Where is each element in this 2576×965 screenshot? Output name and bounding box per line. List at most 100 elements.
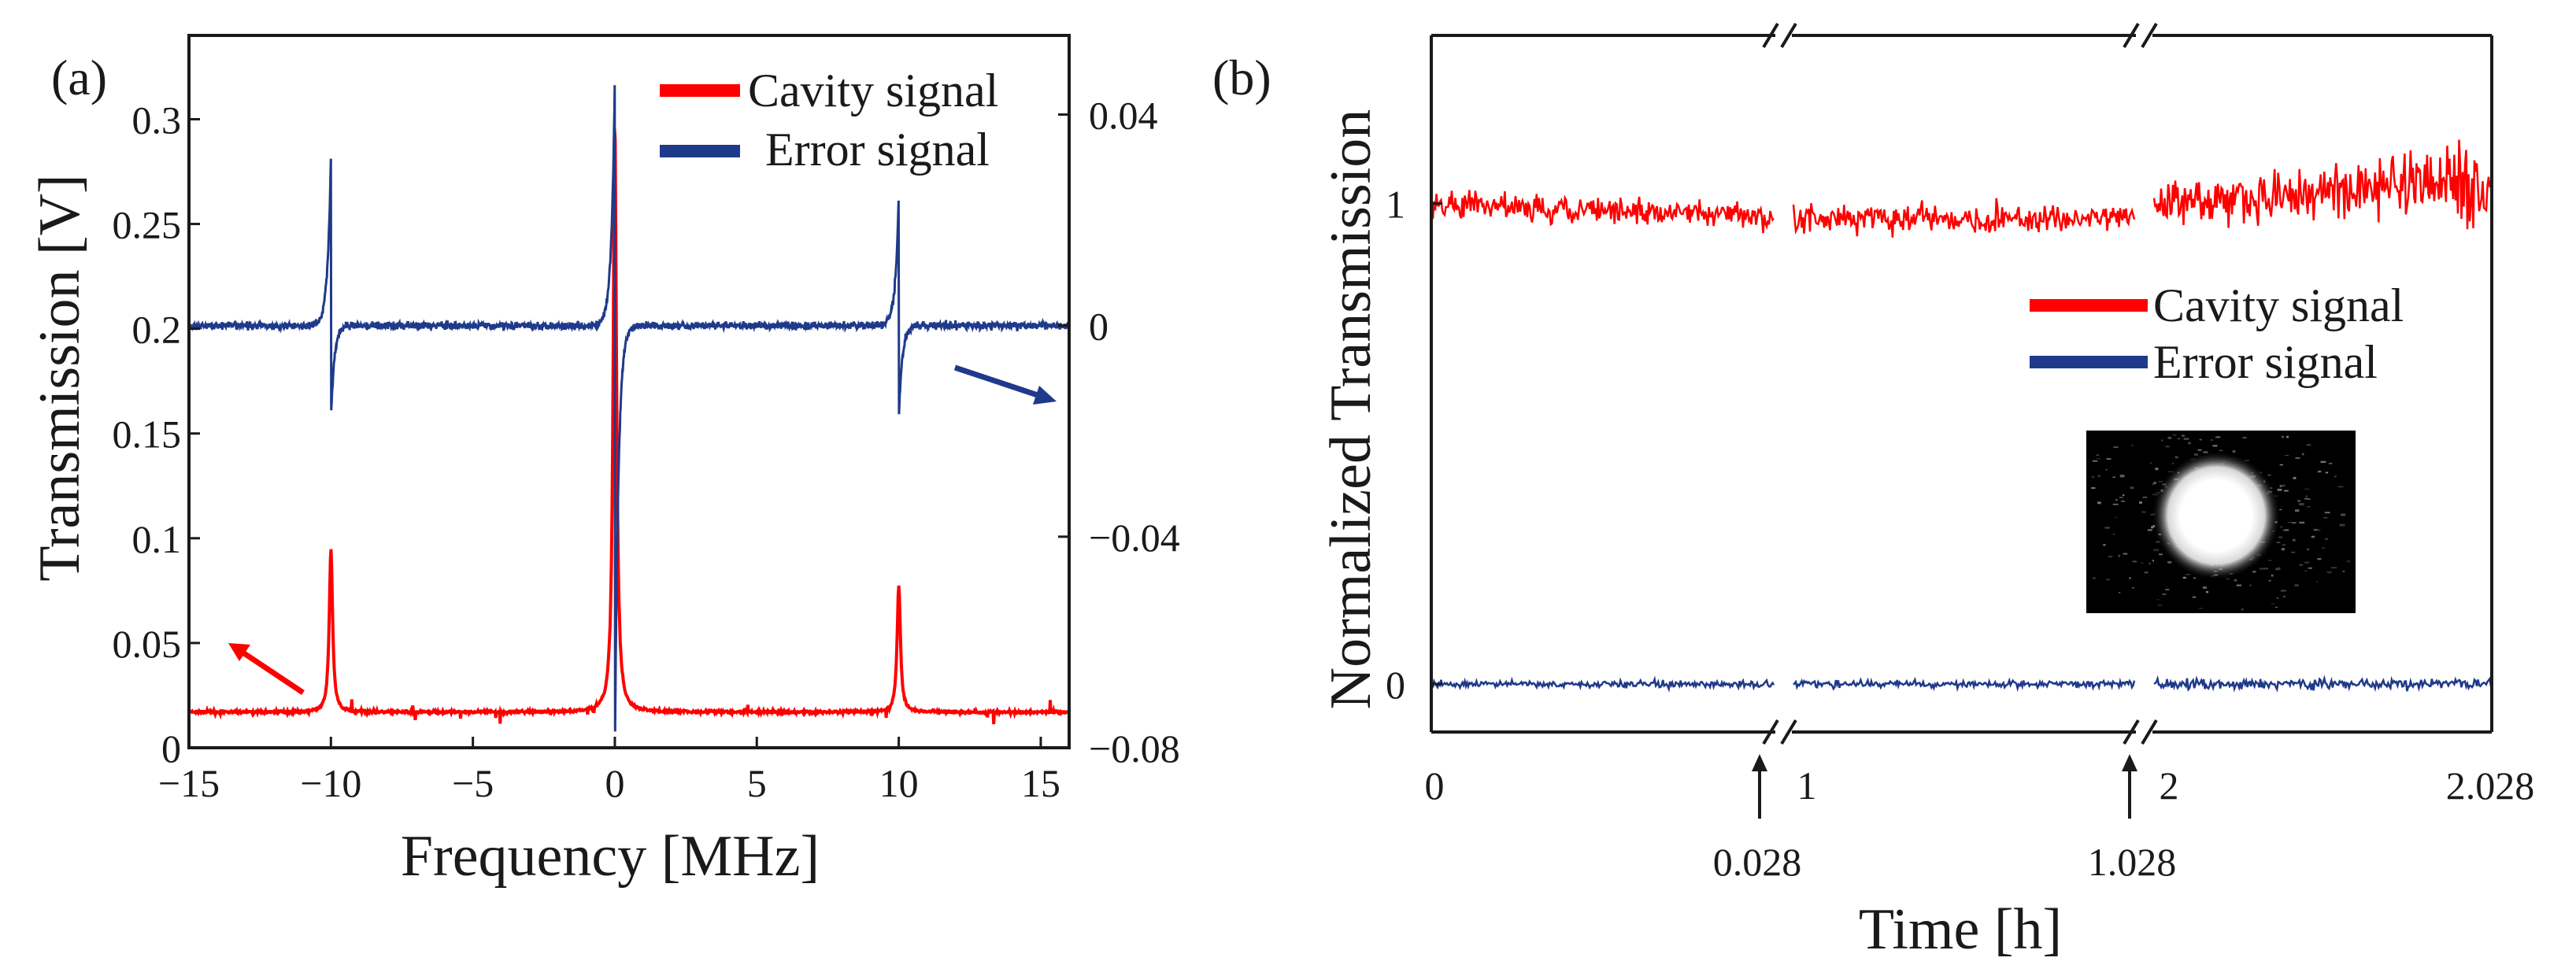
x-tick-b-1: 1 (1797, 763, 1817, 808)
panel-b: (b) 0 1 0 1 2 2.028 (1212, 22, 2535, 962)
speckle-dot (2162, 593, 2167, 595)
speckle-dot (2106, 458, 2112, 460)
speckle-dot (2112, 503, 2119, 505)
y-axis-left-ticks-a: 0 0.05 0.1 0.15 0.2 0.25 0.3 (113, 98, 200, 771)
speckle-dot (2276, 597, 2279, 599)
speckle-dot (2263, 568, 2268, 570)
speckle-dot (2311, 535, 2315, 538)
speckle-dot (2115, 499, 2118, 501)
speckle-dot (2328, 463, 2333, 464)
speckle-dot (2317, 470, 2322, 473)
y-tick-label-b: 0 (1386, 663, 1405, 707)
speckle-dot (2276, 542, 2281, 544)
speckle-dot (2171, 462, 2174, 464)
speckle-dot (2145, 571, 2149, 574)
x-tick-label-a: 0 (605, 761, 624, 805)
x-axis-label-a: Frequency [MHz] (401, 824, 820, 889)
y-right-tick-label-a: −0.08 (1089, 727, 1180, 771)
speckle-dot (2279, 464, 2283, 466)
legend-a: Cavity signal Error signal (660, 65, 998, 176)
speckle-dot (2091, 487, 2096, 489)
speckle-dot (2287, 521, 2293, 523)
speckle-dot (2294, 584, 2299, 586)
speckle-dot (2219, 449, 2223, 452)
speckle-dot (2267, 474, 2271, 476)
speckle-dot (2308, 498, 2311, 500)
speckle-dot (2203, 586, 2207, 589)
speckle-dot (2281, 548, 2285, 551)
speckle-dot (2308, 443, 2311, 446)
legend-label-error-b: Error signal (2153, 336, 2378, 388)
speckle-dot (2192, 596, 2197, 598)
speckle-dot (2122, 494, 2125, 497)
speckle-dot (2342, 571, 2345, 572)
y-tick-label-a: 0.2 (132, 308, 182, 352)
speckle-dot (2182, 576, 2186, 579)
speckle-dot (2299, 521, 2305, 524)
speckle-dot (2291, 552, 2296, 553)
arrow-to-left-axis (228, 643, 305, 695)
speckle-dot (2161, 439, 2163, 442)
speckle-dot (2271, 603, 2275, 605)
speckle-dot (2277, 567, 2281, 570)
speckle-dot (2159, 553, 2163, 556)
x-tick-label-a: 10 (879, 761, 919, 805)
panel-b-label: (b) (1212, 50, 1271, 105)
speckle-dot (2114, 516, 2117, 518)
speckle-dot (2119, 497, 2124, 498)
speckle-dot (2193, 577, 2197, 579)
speckle-dot (2284, 490, 2289, 492)
speckle-dot (2299, 503, 2304, 506)
speckle-dot (2304, 497, 2310, 500)
legend-label-cavity: Cavity signal (748, 65, 998, 116)
speckle-dot (2132, 587, 2134, 589)
error-signal-line (187, 85, 1070, 732)
speckle-dot (2281, 590, 2286, 592)
speckle-dot (2285, 435, 2289, 438)
speckle-dot (2199, 438, 2202, 441)
x-tick-b-2: 2 (2160, 763, 2179, 808)
speckle-dot (2299, 564, 2304, 566)
speckle-dot (2293, 477, 2297, 479)
speckle-dot (2341, 513, 2346, 516)
speckle-dot (2307, 548, 2310, 551)
cavity-signal-segment (2152, 139, 2493, 230)
speckle-dot (2093, 577, 2096, 579)
speckle-dot (2153, 482, 2156, 484)
speckle-dot (2123, 553, 2128, 555)
x-tick-label-a: 15 (1021, 761, 1060, 805)
speckle-dot (2158, 481, 2163, 482)
x-axis-ticks-b: 0 1 2 2.028 (1425, 763, 2535, 808)
panel-a: (a) −15 −10 −5 0 5 10 15 0 0.05 0.1 0.15 0.2 0.25 0.… (28, 34, 1180, 889)
speckle-dot (2292, 538, 2296, 542)
speckle-dot (2167, 561, 2172, 564)
speckle-dot (2249, 585, 2252, 586)
speckle-dot (2183, 438, 2189, 440)
speckle-dot (2242, 437, 2247, 438)
speckle-dot (2165, 446, 2170, 448)
speckle-dot (2268, 579, 2271, 582)
speckle-dot (2113, 446, 2119, 449)
speckle-dot (2141, 562, 2144, 564)
speckle-dot (2252, 571, 2256, 573)
speckle-dot (2322, 547, 2326, 549)
speckle-dot (2121, 501, 2125, 502)
y-axis-label-a: Transmission [V] (28, 174, 92, 581)
x-axis-label-b: Time [h] (1859, 897, 2062, 962)
x-tick-label-a: −10 (300, 761, 361, 805)
error-signal-line-b (1431, 675, 2493, 693)
speckle-dot (2142, 497, 2148, 498)
x-tick-label-a: −15 (158, 761, 220, 805)
speckle-dot (2105, 469, 2108, 471)
speckle-dot (2279, 509, 2282, 511)
speckle-dot (2152, 494, 2158, 496)
cavity-signal-segment (1792, 198, 2136, 238)
speckle-dot (2212, 445, 2218, 447)
axis-break-marks (1762, 22, 2158, 745)
speckle-dot (2141, 511, 2146, 513)
y-right-tick-label-a: 0.04 (1089, 94, 1158, 138)
y-axis-right-ticks-a: −0.08 −0.04 0 0.04 (1058, 94, 1180, 771)
y-tick-label-b: 1 (1386, 183, 1405, 227)
speckle-dot (2106, 579, 2110, 581)
